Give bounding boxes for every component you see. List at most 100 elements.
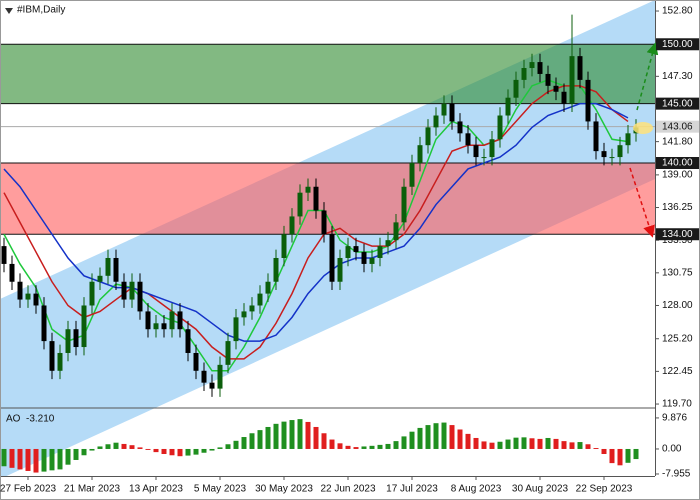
candle-body: [297, 192, 303, 217]
ao-bar: [129, 445, 135, 449]
candle-body: [289, 216, 295, 235]
ao-bar: [185, 448, 191, 456]
ao-bar: [609, 448, 615, 464]
ao-bar: [409, 431, 415, 449]
ao-bar: [377, 444, 383, 449]
up-arrow: [636, 42, 659, 111]
ao-bar: [465, 433, 471, 449]
candle-body: [217, 364, 223, 389]
ao-bar: [385, 443, 391, 449]
ao-y-tick-label: 9.876: [662, 413, 687, 424]
ao-bar: [601, 448, 607, 454]
ao-bar: [545, 437, 551, 449]
level-box: [656, 228, 699, 241]
candle-body: [265, 281, 271, 294]
ao-bar: [57, 448, 63, 470]
candle-body: [537, 62, 543, 74]
ao-bar: [89, 448, 95, 451]
candle-body: [1, 246, 7, 264]
ao-bar: [561, 441, 567, 449]
ao-bar: [441, 422, 447, 449]
candle-body: [305, 186, 311, 193]
ao-bar: [225, 444, 231, 449]
ao-bar: [81, 448, 87, 456]
candle-body: [361, 252, 367, 264]
ao-bar: [417, 427, 423, 449]
ao-bar: [305, 421, 311, 449]
candle-body: [393, 222, 399, 241]
ao-bar: [569, 442, 575, 449]
candle-body: [281, 234, 287, 258]
candle-body: [73, 329, 79, 348]
ao-bar: [617, 448, 623, 466]
ao-bar: [337, 443, 343, 449]
y-tick-label: 139.00: [662, 170, 693, 181]
candle-body: [553, 85, 559, 92]
candle-body: [377, 246, 383, 258]
ao-bar: [505, 439, 511, 449]
ao-bar: [345, 445, 351, 449]
candle-body: [417, 145, 423, 164]
y-tick-label: 152.80: [662, 6, 693, 17]
candle-body: [153, 323, 159, 330]
candle-body: [425, 127, 431, 146]
candle-body: [249, 305, 255, 312]
ao-bar: [73, 448, 79, 460]
level-label: 150.00: [662, 39, 693, 50]
candle-body: [105, 257, 111, 276]
ao-bar: [457, 429, 463, 449]
candle-body: [337, 257, 343, 282]
y-tick-label: 130.75: [662, 267, 693, 278]
ao-bar: [513, 437, 519, 449]
candle-body: [209, 382, 215, 389]
candle-body: [457, 121, 463, 134]
candle-body: [545, 73, 551, 86]
ao-bar: [553, 438, 559, 449]
ao-bar: [249, 433, 255, 449]
candle-body: [345, 246, 351, 258]
x-tick-label: 22 Sep 2023: [576, 484, 633, 495]
candle-body: [353, 246, 359, 253]
ao-y-tick-label: 0.00: [662, 444, 682, 455]
candle-body: [577, 56, 583, 80]
y-tick-label: 141.80: [662, 136, 693, 147]
ao-bar: [425, 425, 431, 449]
candle-body: [233, 317, 239, 342]
candle-body: [385, 240, 391, 247]
x-tick-label: 8 Aug 2023: [451, 484, 502, 495]
level-box: [656, 157, 699, 170]
candle-body: [193, 352, 199, 371]
ao-bar: [361, 446, 367, 449]
ao-bar: [521, 437, 527, 449]
price-zone: [0, 163, 655, 235]
price-zone: [0, 44, 655, 104]
candle-body: [609, 157, 615, 159]
candle-body: [9, 263, 15, 282]
candle-body: [585, 79, 591, 122]
x-tick-label: 13 Apr 2023: [129, 484, 183, 495]
candle-body: [145, 311, 151, 330]
indicator-value: -3.210: [26, 414, 55, 425]
ao-bar: [105, 444, 111, 449]
candle-body: [137, 281, 143, 312]
ao-bar: [121, 443, 127, 449]
ao-bar: [65, 448, 71, 465]
ao-bar: [153, 448, 159, 453]
trend-channel: [0, 0, 655, 476]
candle-body: [129, 281, 135, 300]
candles: [1, 14, 639, 397]
ao-panel: [1, 419, 639, 473]
y-tick-label: 136.25: [662, 202, 693, 213]
ao-bar: [321, 433, 327, 449]
candle-body: [273, 257, 279, 282]
level-box: [656, 97, 699, 110]
candle-body: [321, 210, 327, 235]
candle-body: [97, 275, 103, 282]
candle-body: [25, 293, 31, 300]
candle-body: [113, 257, 119, 282]
ao-bar: [593, 448, 599, 449]
ao-bar: [297, 419, 303, 449]
ao-bar: [577, 442, 583, 449]
y-tick-label: 125.20: [662, 333, 693, 344]
candle-body: [625, 133, 631, 146]
